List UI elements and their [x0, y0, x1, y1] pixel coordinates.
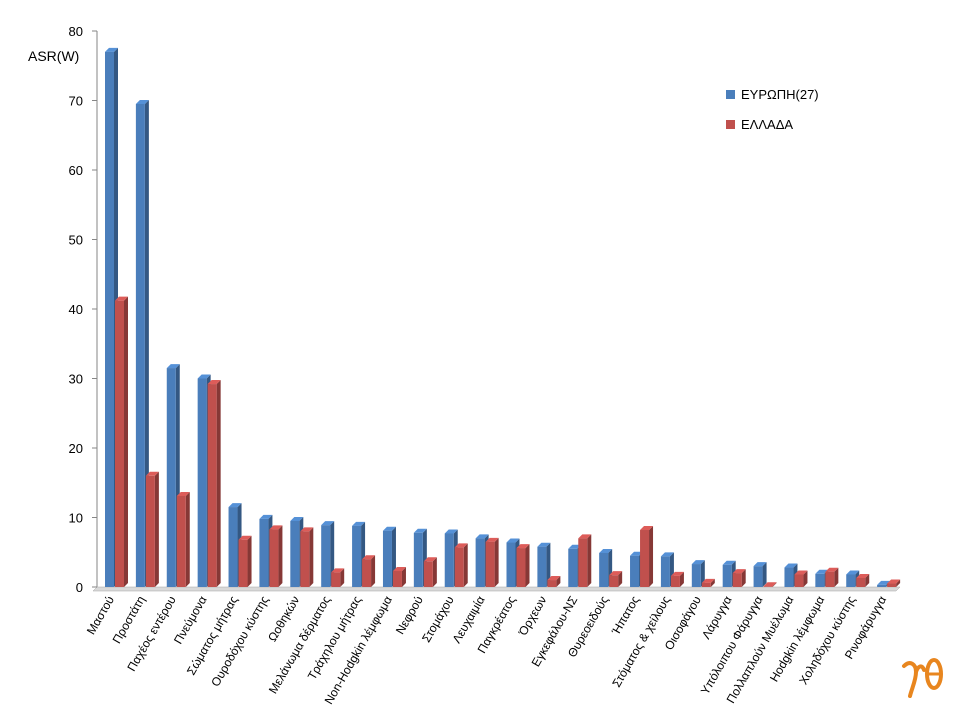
legend: ΕΥΡΩΠΗ(27) ΕΛΛΑΔΑ	[726, 86, 819, 146]
bar-greece	[145, 471, 159, 587]
y-tick-label: 50	[69, 233, 83, 248]
x-tick-label: Ήπατος	[608, 593, 642, 638]
bar-europe	[537, 542, 551, 587]
bar-greece	[825, 567, 839, 587]
bar-greece	[732, 569, 746, 587]
legend-label-greece: ΕΛΛΑΔΑ	[741, 116, 794, 132]
bar-europe	[691, 560, 705, 587]
bar-greece	[578, 534, 592, 587]
bar-greece	[640, 526, 654, 587]
bar-greece	[547, 576, 561, 587]
gamma-theta-logo-icon	[902, 658, 943, 698]
bar-greece	[763, 582, 777, 587]
bar-greece	[454, 543, 468, 587]
y-axis: 0 10 20 30 40 50 60 70 80	[69, 24, 97, 595]
x-axis-floor	[92, 586, 901, 592]
bar-greece	[887, 579, 901, 587]
legend-label-europe: ΕΥΡΩΠΗ(27)	[741, 86, 819, 102]
bar-greece	[207, 380, 221, 587]
x-tick-label: Όρχεων	[515, 594, 549, 639]
bar-greece	[269, 525, 283, 587]
bar-greece	[392, 567, 406, 587]
y-tick-label: 0	[76, 580, 83, 595]
bar-greece	[794, 570, 808, 587]
y-tick-label: 80	[69, 24, 83, 39]
bar-europe	[135, 99, 149, 587]
legend-swatch-europe	[726, 89, 735, 99]
x-tick-label: Νεφρού	[393, 594, 426, 637]
bar-greece	[701, 578, 715, 587]
x-tick-label: Μαστού	[84, 594, 117, 638]
bar-greece	[423, 557, 437, 587]
y-tick-label: 10	[69, 511, 83, 526]
y-tick-label: 60	[69, 163, 83, 178]
bar-greece	[856, 573, 870, 587]
bar-greece	[176, 491, 190, 587]
legend-item-greece: ΕΛΛΑΔΑ	[726, 116, 819, 132]
bar-greece	[670, 571, 684, 587]
bars	[105, 47, 901, 588]
y-tick-label: 40	[69, 302, 83, 317]
bar-greece	[516, 544, 530, 587]
bar-greece	[238, 535, 252, 587]
x-tick-label: Ουροδόχου κύστης	[208, 593, 271, 689]
bar-greece	[362, 555, 376, 587]
bar-greece	[485, 537, 499, 587]
y-tick-label: 20	[69, 441, 83, 456]
legend-swatch-greece	[726, 119, 735, 129]
legend-item-europe: ΕΥΡΩΠΗ(27)	[726, 86, 819, 102]
bar-europe	[753, 562, 767, 587]
bar-greece	[115, 296, 128, 587]
y-tick-label: 30	[69, 372, 83, 387]
y-axis-label: ASR(W)	[28, 48, 80, 64]
bar-greece	[300, 527, 314, 587]
y-tick-label: 70	[69, 94, 83, 109]
bar-greece	[609, 571, 623, 587]
bar-greece	[331, 568, 345, 587]
